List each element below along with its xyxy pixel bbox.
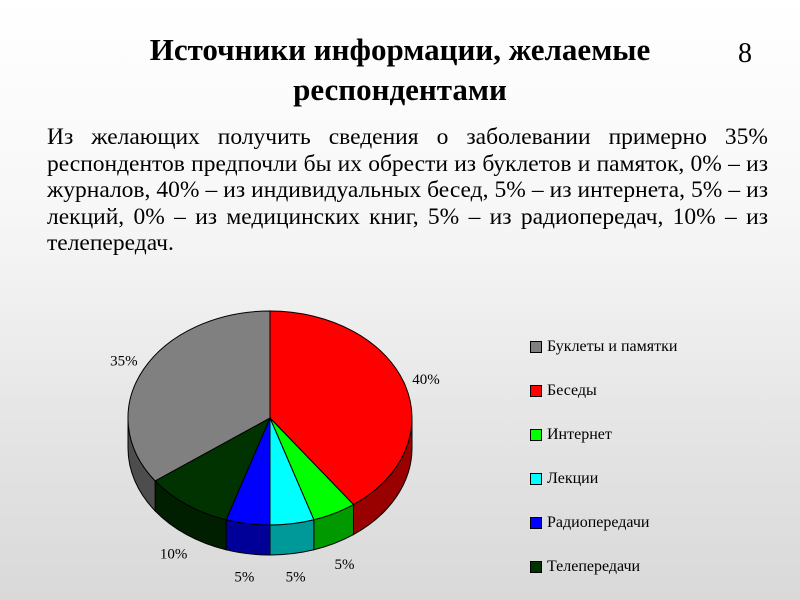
- chart-legend: Буклеты и памятки Беседы Интернет Лекции Рад…: [530, 325, 677, 589]
- legend-label: Буклеты и памятки: [547, 338, 678, 355]
- pie-slice-буклеты-и-памятки: [127, 310, 271, 482]
- data-label-радиопередачи: 5%: [234, 569, 254, 585]
- pie-slice-телепередачи: [154, 416, 272, 521]
- pie-side-walls: [127, 417, 413, 556]
- legend-item-буклеты-и-памятки: Буклеты и памятки: [530, 325, 677, 369]
- legend-label: Радиопередачи: [547, 514, 650, 531]
- slide-number: 8: [738, 38, 752, 69]
- pie-data-labels: 40% 5% 5% 5% 10% 35%: [110, 353, 440, 585]
- legend-swatch: [530, 385, 542, 397]
- pie-slices: [127, 310, 413, 526]
- data-label-беседы: 40%: [412, 372, 440, 388]
- data-label-лекции: 5%: [286, 569, 306, 585]
- legend-label: Интернет: [547, 426, 612, 443]
- legend-item-телепередачи: Телепередачи: [530, 545, 677, 589]
- legend-item-беседы: Беседы: [530, 369, 677, 413]
- legend-item-радиопередачи: Радиопередачи: [530, 501, 677, 545]
- legend-item-интернет: Интернет: [530, 413, 677, 457]
- legend-label: Беседы: [547, 382, 597, 399]
- legend-label: Лекции: [547, 470, 599, 487]
- legend-swatch: [530, 341, 542, 353]
- legend-item-лекции: Лекции: [530, 457, 677, 501]
- pie-slice-беседы: [269, 310, 413, 506]
- legend-swatch: [530, 561, 542, 573]
- slide-title: Источники информации, желаемые респонден…: [149, 32, 651, 107]
- data-label-буклеты-и-памятки: 35%: [110, 353, 138, 369]
- legend-label: Телепередачи: [547, 558, 641, 575]
- data-label-телепередачи: 10%: [160, 546, 188, 562]
- slide-body-text: Из желающих получить сведения о заболева…: [47, 124, 768, 256]
- legend-swatch: [530, 517, 542, 529]
- legend-swatch: [530, 429, 542, 441]
- data-label-интернет: 5%: [334, 557, 354, 573]
- legend-swatch: [530, 473, 542, 485]
